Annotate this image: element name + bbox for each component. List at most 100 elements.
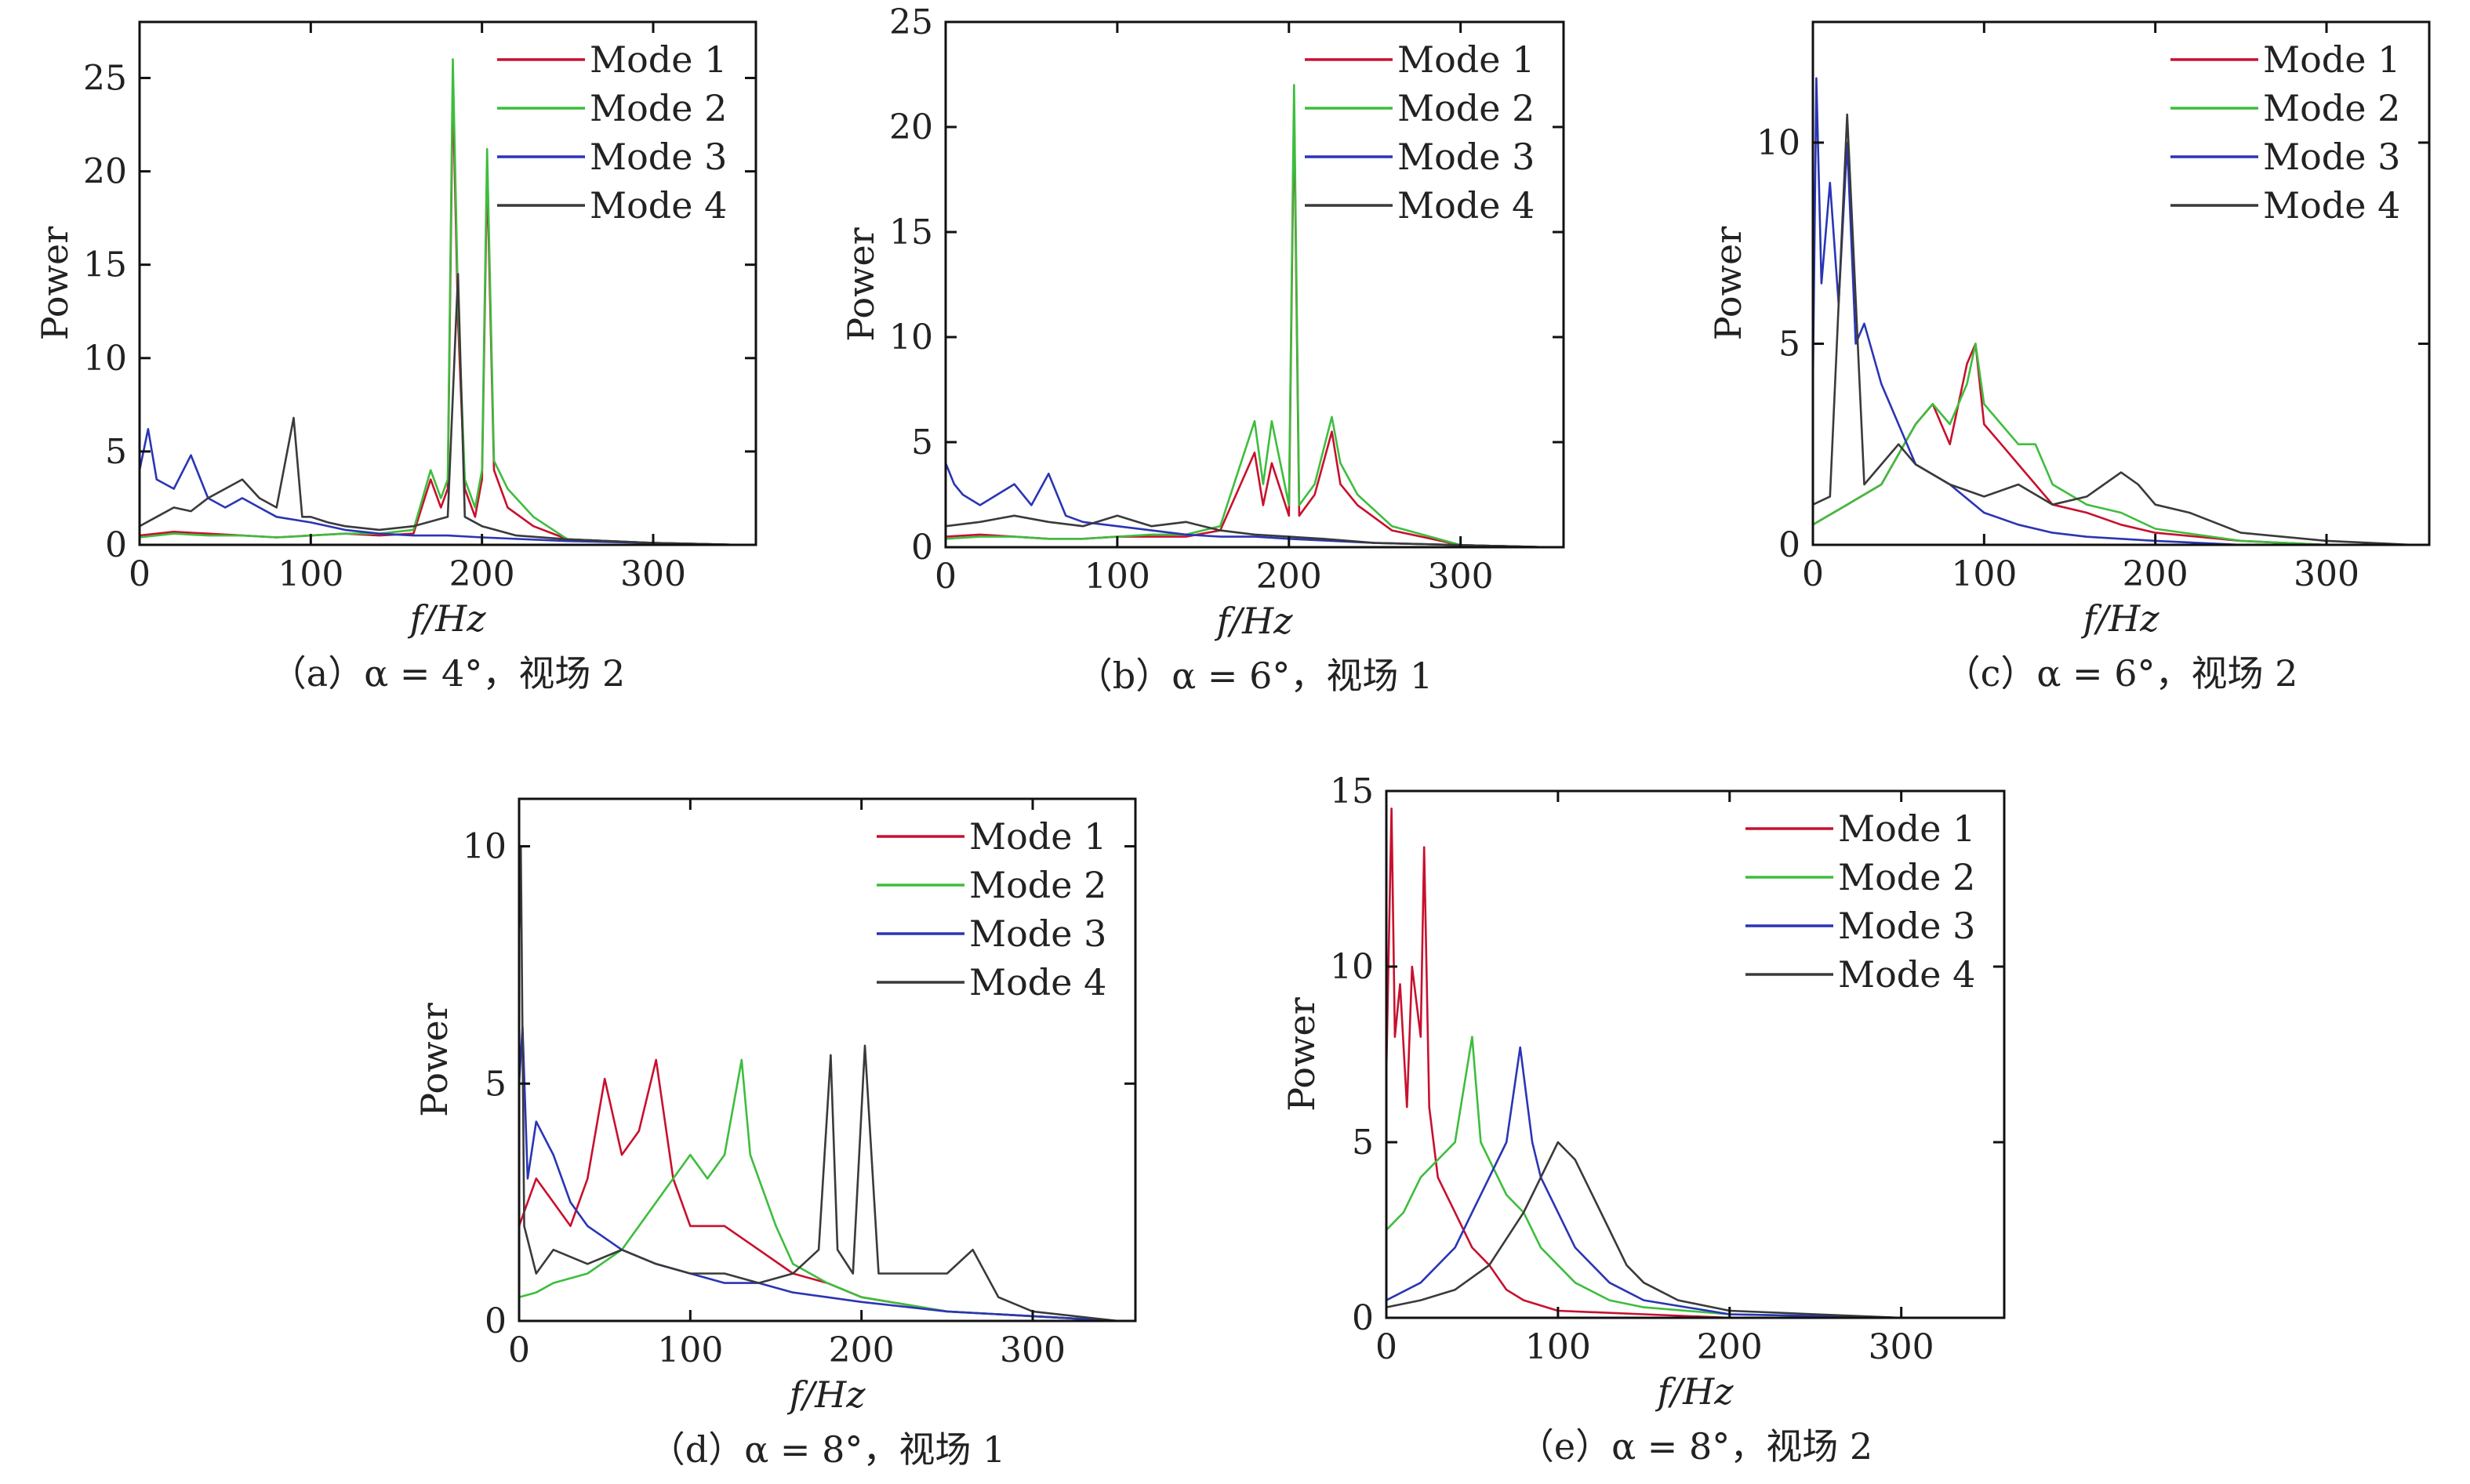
series-line-mode-3 [1813, 77, 2413, 545]
legend-label-mode-1: Mode 1 [590, 38, 727, 81]
x-tick-label: 100 [1951, 554, 2017, 594]
legend-label-mode-1: Mode 1 [969, 815, 1106, 858]
x-tick-label: 0 [935, 557, 957, 597]
plot-frame [1811, 20, 2431, 546]
series-line-mode-2 [946, 84, 1547, 547]
y-tick-label: 10 [889, 317, 933, 357]
chart-panel-d: 0 100 200 300 0 5 10 f/Hz Power Mode 1 Mode 2 Mode … [413, 797, 1137, 1471]
x-axis-title: f/Hz [408, 597, 487, 640]
legend-label-mode-1: Mode 1 [2263, 38, 2400, 81]
legend-label-mode-2: Mode 2 [590, 87, 727, 129]
series-line-mode-4 [1813, 113, 2413, 545]
y-tick-label: 15 [1330, 771, 1374, 811]
y-axis-title: Power [1707, 227, 1749, 340]
y-tick-label: 15 [889, 212, 933, 252]
series-line-mode-4 [140, 273, 739, 545]
x-tick-label: 200 [449, 554, 515, 594]
x-tick-label: 100 [278, 554, 343, 594]
y-tick-label: 0 [1352, 1298, 1374, 1338]
x-tick-label: 200 [829, 1330, 895, 1370]
plot-frame [944, 20, 1565, 549]
legend-label-mode-1: Mode 1 [1397, 38, 1535, 81]
legend-label-mode-2: Mode 2 [1397, 87, 1535, 129]
x-tick-label: 0 [129, 554, 151, 594]
chart-panel-c: 0 100 200 300 0 5 10 f/Hz Power Mode 1 Mode 2 Mode … [1707, 20, 2431, 695]
legend-label-mode-2: Mode 2 [1838, 856, 1975, 898]
x-axis-title: f/Hz [2081, 597, 2160, 640]
y-tick-label: 5 [1352, 1123, 1374, 1163]
y-tick-label: 10 [1330, 947, 1374, 987]
chart-panel-e: 0 100 200 300 0 5 10 15 f/Hz Power Mode 1 Mode 2 Mod… [1280, 771, 2006, 1468]
x-tick-label: 300 [620, 554, 686, 594]
series-line-mode-3 [946, 463, 1547, 547]
series-line-mode-1 [1386, 807, 1988, 1318]
panel-caption: （b）α = 6°，视场 1 [1077, 655, 1433, 697]
y-axis-title: Power [1280, 997, 1323, 1111]
y-tick-label: 0 [1778, 525, 1800, 565]
x-tick-label: 200 [2123, 554, 2188, 594]
x-axis-title: f/Hz [1655, 1370, 1734, 1413]
x-tick-label: 100 [1084, 557, 1150, 597]
legend-label-mode-4: Mode 4 [1838, 953, 1975, 996]
series-line-mode-1 [1813, 343, 2413, 545]
legend-label-mode-3: Mode 3 [1838, 905, 1975, 947]
x-tick-label: 0 [508, 1330, 530, 1370]
series-line-mode-4 [519, 845, 1119, 1321]
y-axis-title: Power [34, 227, 76, 340]
chart-panel-b: 0 100 200 300 0 5 10 15 20 25 f/Hz Power Mode 1 Mode … [840, 2, 1565, 697]
x-axis-title: f/Hz [787, 1373, 866, 1416]
panel-caption: （c）α = 6°，视场 2 [1945, 652, 2298, 695]
plot-frame [518, 797, 1137, 1323]
x-tick-label: 300 [1000, 1330, 1066, 1370]
x-tick-label: 0 [1375, 1327, 1397, 1367]
panel-caption: （e）α = 8°，视场 2 [1518, 1425, 1872, 1468]
legend-label-mode-4: Mode 4 [1397, 184, 1535, 227]
legend-label-mode-3: Mode 3 [590, 136, 727, 178]
plot-frame [138, 20, 757, 546]
legend-label-mode-2: Mode 2 [2263, 87, 2400, 129]
series-line-mode-4 [946, 514, 1547, 547]
legend-label-mode-2: Mode 2 [969, 864, 1106, 906]
y-tick-label: 5 [1778, 324, 1800, 364]
y-axis-title: Power [840, 227, 882, 341]
x-tick-label: 300 [1869, 1327, 1934, 1367]
y-tick-label: 20 [889, 107, 933, 147]
x-tick-label: 200 [1697, 1327, 1763, 1367]
y-tick-label: 25 [83, 58, 127, 98]
x-tick-label: 100 [657, 1330, 723, 1370]
y-tick-label: 0 [911, 528, 933, 568]
x-tick-label: 300 [2294, 554, 2359, 594]
y-tick-label: 15 [83, 245, 127, 285]
y-tick-label: 10 [83, 339, 127, 379]
series-line-mode-3 [519, 1025, 1119, 1321]
plot-frame [1385, 789, 2006, 1319]
x-tick-label: 200 [1256, 557, 1322, 597]
y-tick-label: 10 [1756, 123, 1800, 163]
x-tick-label: 0 [1802, 554, 1824, 594]
y-tick-label: 0 [485, 1301, 507, 1341]
y-tick-label: 5 [485, 1064, 507, 1104]
legend-label-mode-4: Mode 4 [969, 961, 1106, 1003]
panel-caption: （d）α = 8°，视场 1 [649, 1428, 1005, 1471]
legend-label-mode-3: Mode 3 [2263, 136, 2400, 178]
legend-label-mode-1: Mode 1 [1838, 807, 1975, 850]
series-line-mode-2 [140, 58, 739, 545]
panel-caption: （a）α = 4°，视场 2 [271, 652, 625, 695]
y-tick-label: 5 [105, 432, 127, 472]
chart-panel-a: 0 100 200 300 0 5 10 15 20 25 f/Hz Power Mode 1 Mode … [34, 20, 757, 695]
legend-label-mode-3: Mode 3 [969, 913, 1106, 955]
y-axis-title: Power [413, 1003, 456, 1116]
legend-label-mode-4: Mode 4 [2263, 184, 2400, 227]
x-tick-label: 100 [1525, 1327, 1591, 1367]
x-axis-title: f/Hz [1215, 600, 1294, 642]
x-tick-label: 300 [1428, 557, 1494, 597]
legend-label-mode-3: Mode 3 [1397, 136, 1535, 178]
y-tick-label: 20 [83, 152, 127, 192]
series-line-mode-4 [1386, 1141, 1988, 1318]
y-tick-label: 25 [889, 2, 933, 42]
series-line-mode-2 [519, 1058, 1119, 1321]
y-tick-label: 0 [105, 525, 127, 565]
legend-label-mode-4: Mode 4 [590, 184, 727, 227]
y-tick-label: 5 [911, 423, 933, 463]
